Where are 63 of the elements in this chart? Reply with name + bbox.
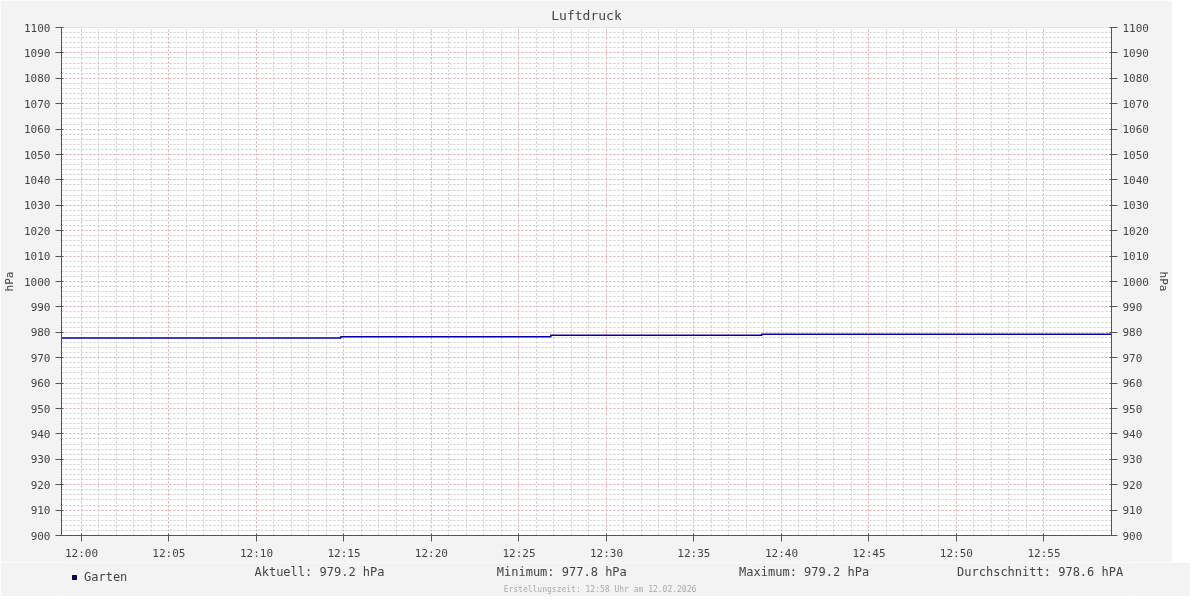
y2-tick-label: 1010 bbox=[1122, 250, 1149, 264]
x-tick-label: 12:05 bbox=[152, 546, 186, 560]
y2-tick-label: 1040 bbox=[1122, 173, 1149, 187]
y2-tick-label: 1050 bbox=[1122, 148, 1149, 162]
y2-tick-label: 1030 bbox=[1122, 199, 1149, 213]
y2-tick-label: 920 bbox=[1122, 478, 1143, 492]
x-tick-label: 12:45 bbox=[852, 546, 886, 560]
y2-tick-label: 990 bbox=[1122, 300, 1143, 314]
y-tick-label: 1040 bbox=[24, 173, 51, 187]
y2-tick-label: 1070 bbox=[1122, 97, 1149, 111]
y2-tick-label: 970 bbox=[1122, 351, 1143, 365]
y-tick-label: 1010 bbox=[24, 250, 51, 264]
x-tick-label: 12:30 bbox=[589, 546, 624, 560]
y2-tick-label: 980 bbox=[1122, 326, 1143, 340]
y2-tick-label: 960 bbox=[1122, 377, 1143, 391]
text: Minimum: 977.8 hPa bbox=[496, 564, 627, 579]
y-tick-label: 950 bbox=[30, 402, 51, 416]
y2-tick-label: 1080 bbox=[1122, 72, 1149, 86]
y-tick-label: 910 bbox=[30, 504, 51, 518]
text: Erstellungszeit: 12:58 Uhr am 12.02.2026 bbox=[503, 584, 697, 594]
y-tick-label: 960 bbox=[30, 377, 51, 391]
y2-tick-label: 910 bbox=[1122, 504, 1143, 518]
y-tick-label: 1050 bbox=[24, 148, 51, 162]
x-tick-label: 12:25 bbox=[502, 546, 536, 560]
y-tick-label: 1100 bbox=[24, 21, 51, 35]
y-tick-label: 930 bbox=[30, 453, 51, 467]
x-tick-label: 12:00 bbox=[64, 546, 99, 560]
y2-tick-label: 940 bbox=[1122, 427, 1143, 441]
x-tick-label: 12:15 bbox=[327, 546, 361, 560]
x-tick-label: 12:50 bbox=[939, 546, 973, 560]
y-tick-label: 1030 bbox=[24, 199, 51, 213]
x-tick-label: 12:35 bbox=[677, 546, 711, 560]
text: Maximum: 979.2 hPa bbox=[739, 564, 870, 579]
x-tick-label: 12:20 bbox=[414, 546, 448, 560]
y-tick-label: 1060 bbox=[24, 123, 51, 137]
y-tick-label: 1090 bbox=[24, 46, 51, 60]
y2-tick-label: 930 bbox=[1122, 453, 1143, 467]
y2-tick-label: 1020 bbox=[1122, 224, 1149, 238]
y-tick-label: 990 bbox=[30, 300, 51, 314]
y-tick-label: 1070 bbox=[24, 97, 51, 111]
y2-tick-label: 1060 bbox=[1122, 123, 1149, 137]
y2-tick-label: 900 bbox=[1122, 529, 1143, 543]
y-tick-label: 1080 bbox=[24, 72, 51, 86]
x-tick-label: 12:40 bbox=[764, 546, 799, 560]
y2-tick-label: 1000 bbox=[1122, 275, 1149, 289]
legend-label: Garten bbox=[84, 570, 128, 584]
text: Aktuell: 979.2 hPa bbox=[254, 564, 385, 579]
x-tick-label: 12:10 bbox=[239, 546, 274, 560]
y-tick-label: 970 bbox=[30, 351, 51, 365]
y-axis-title: hPa bbox=[3, 271, 17, 292]
y-tick-label: 980 bbox=[30, 326, 51, 340]
y2-tick-label: 950 bbox=[1122, 402, 1143, 416]
y2-tick-label: 1090 bbox=[1122, 46, 1149, 60]
text: Durchschnitt: 978.6 hPA bbox=[957, 564, 1124, 579]
y2-tick-label: 1100 bbox=[1122, 21, 1149, 35]
y2-axis-title: hPa bbox=[1156, 271, 1170, 292]
y-tick-label: 900 bbox=[30, 529, 51, 543]
y-tick-label: 920 bbox=[30, 478, 51, 492]
x-tick-label: 12:55 bbox=[1027, 546, 1061, 560]
chart-title: Luftdruck bbox=[551, 7, 622, 23]
y-tick-label: 1020 bbox=[24, 224, 51, 238]
y-tick-label: 940 bbox=[30, 427, 51, 441]
y-tick-label: 1000 bbox=[24, 275, 51, 289]
